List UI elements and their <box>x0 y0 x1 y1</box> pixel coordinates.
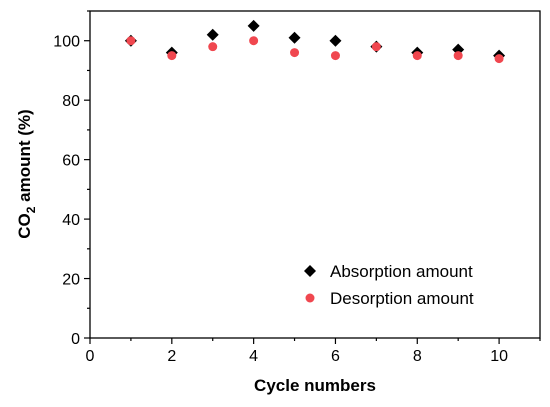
legend: Absorption amount Desorption amount <box>304 262 474 308</box>
y-tick-label: 0 <box>71 331 80 348</box>
desorption-point <box>330 51 340 61</box>
x-tick-label: 8 <box>413 348 422 365</box>
x-tick-label: 4 <box>249 348 258 365</box>
legend-marker-absorption <box>304 265 316 277</box>
desorption-point <box>453 51 463 61</box>
y-tick-label: 100 <box>53 34 80 51</box>
y-tick-label: 60 <box>62 153 80 170</box>
x-tick-label: 0 <box>86 348 95 365</box>
legend-label-desorption: Desorption amount <box>330 289 474 308</box>
desorption-point <box>167 51 177 61</box>
y-tick-label: 40 <box>62 212 80 229</box>
desorption-point <box>371 42 381 52</box>
x-tick-label: 10 <box>490 348 508 365</box>
absorption-point <box>247 19 260 32</box>
y-axis-title: CO2 amount (%) <box>15 109 38 238</box>
legend-marker-desorption <box>305 293 315 303</box>
plot-frame <box>89 10 541 339</box>
desorption-point <box>290 48 300 58</box>
absorption-point <box>206 28 219 41</box>
y-tick-label: 80 <box>62 93 80 110</box>
y-axis-title-subscript: 2 <box>24 206 38 213</box>
desorption-point <box>412 51 422 61</box>
legend-label-absorption: Absorption amount <box>330 262 473 281</box>
desorption-point <box>208 42 218 52</box>
y-tick-label: 20 <box>62 272 80 289</box>
desorption-point <box>494 54 504 64</box>
desorption-point <box>249 36 259 46</box>
y-axis-title-main: CO <box>15 213 34 239</box>
x-axis-ticks: 0 2 4 6 8 10 <box>86 338 541 365</box>
y-axis-title-rest: amount (%) <box>15 109 34 206</box>
x-tick-label: 6 <box>331 348 340 365</box>
x-axis-title: Cycle numbers <box>254 376 376 395</box>
absorption-point <box>329 34 342 47</box>
x-tick-label: 2 <box>167 348 176 365</box>
absorption-point <box>288 31 301 44</box>
data-points <box>124 19 506 64</box>
desorption-point <box>126 36 136 46</box>
y-axis-ticks: 0 20 40 60 80 100 <box>53 10 90 348</box>
